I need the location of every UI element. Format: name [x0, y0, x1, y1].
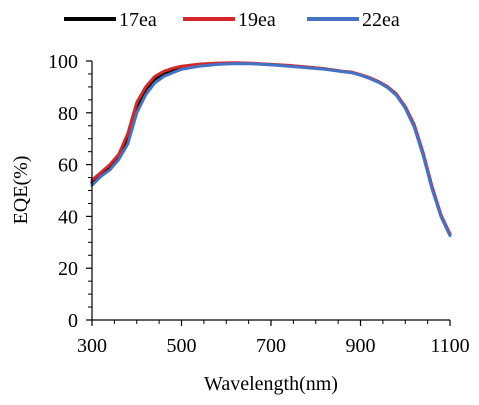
legend: 17ea 19ea 22ea: [64, 9, 400, 31]
plot-lines: [90, 61, 452, 238]
series-line-19ea: [90, 61, 452, 236]
y-axis-label: EQE(%): [10, 156, 32, 225]
y-tick-label: 40: [58, 206, 78, 228]
x-tick-label: 900: [346, 335, 376, 357]
y-tick-label: 60: [58, 155, 78, 177]
y-tick-label: 100: [48, 51, 78, 73]
series-line-22ea: [90, 62, 452, 238]
x-axis-label: Wavelength(nm): [204, 373, 338, 395]
ticks: 0 20 40 60 80 100 300 500 700 900 1100: [48, 51, 470, 357]
y-tick-label: 0: [68, 310, 78, 332]
legend-label-19ea: 19ea: [238, 9, 276, 31]
x-tick-label: 1100: [430, 335, 469, 357]
y-tick-label: 20: [58, 258, 78, 280]
axes: [91, 61, 450, 321]
x-tick-label: 300: [77, 335, 107, 357]
legend-label-22ea: 22ea: [362, 9, 400, 31]
legend-label-17ea: 17ea: [119, 9, 157, 31]
x-tick-label: 500: [167, 335, 197, 357]
y-tick-label: 80: [58, 103, 78, 125]
x-tick-label: 700: [256, 335, 286, 357]
